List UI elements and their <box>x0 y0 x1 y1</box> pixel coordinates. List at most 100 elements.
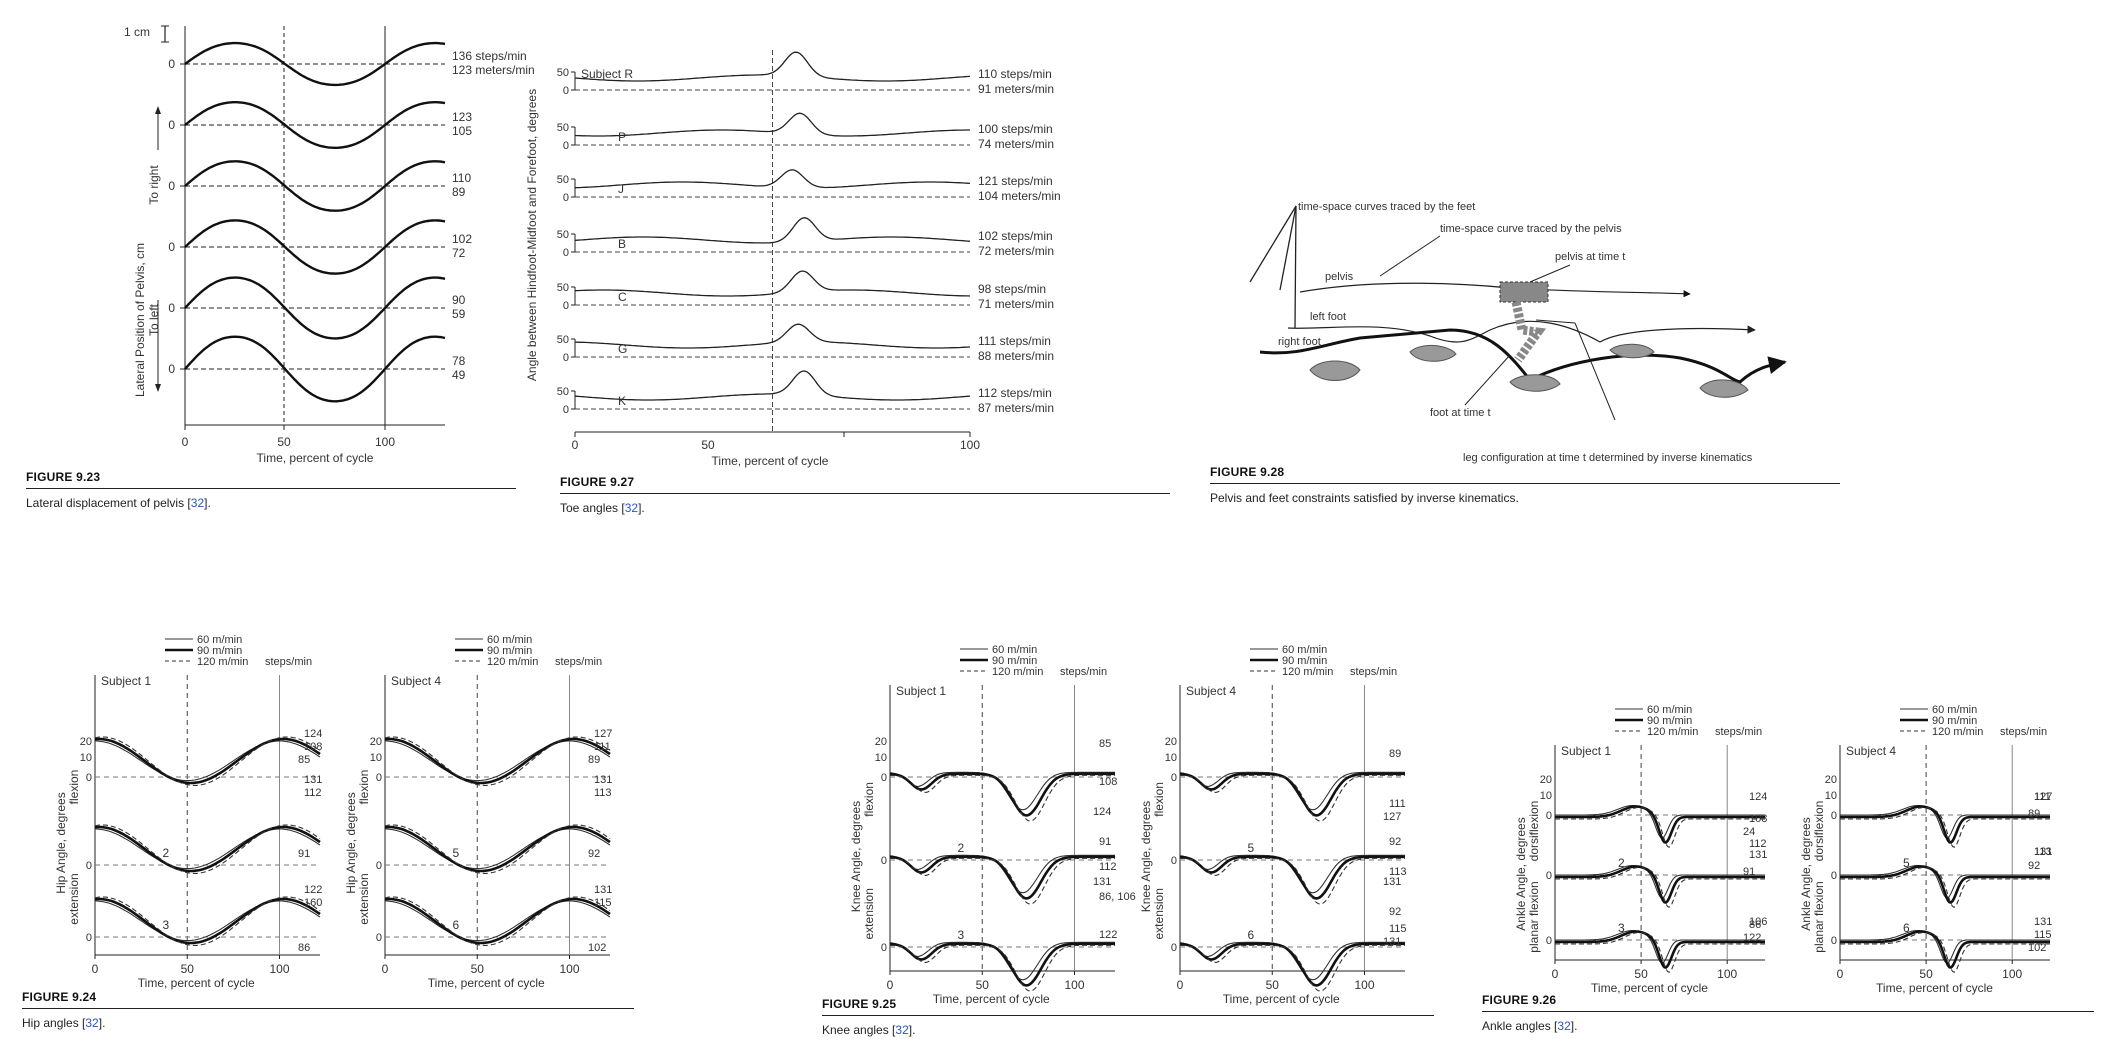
figure-caption: FIGURE 9.26 Ankle angles [32]. <box>1482 993 2094 1033</box>
row-speed-label: 88 meters/min <box>978 349 1054 363</box>
legend-label: 60 m/min <box>197 634 242 646</box>
speed-label: 106 <box>1749 916 1767 928</box>
y-tick-label: 0 <box>1546 935 1552 947</box>
legend-label: 60 m/min <box>1647 704 1692 716</box>
row-steps-label: 102 <box>452 232 472 246</box>
speed-label: 131 <box>1093 876 1111 888</box>
caption-text: Toe angles [32]. <box>560 501 645 515</box>
subject-label: 2 <box>163 846 170 860</box>
angle-curve <box>94 897 321 945</box>
subject-label: 6 <box>1903 921 1910 935</box>
row-speed-label: 71 meters/min <box>978 297 1054 311</box>
speed-label: 102 <box>2028 942 2046 954</box>
y-tick-label: 0 <box>563 85 569 97</box>
y-tick-label: 0 <box>1546 870 1552 882</box>
subject-label: 3 <box>163 918 170 932</box>
row-speed-label: 123 meters/min <box>452 63 535 77</box>
y-tick-label: 0 <box>881 942 887 954</box>
toe-angle-curve <box>574 217 971 244</box>
speed-label: 91 <box>298 848 310 860</box>
subject-label: Subject 4 <box>391 674 441 688</box>
zero-tick-label: 0 <box>168 362 175 376</box>
angle-curve <box>889 854 1115 894</box>
y-tick-label: 20 <box>1165 736 1177 748</box>
legend-label: 120 m/min <box>487 656 538 668</box>
reference-link[interactable]: 32 <box>895 1023 909 1037</box>
label-pelvis-at-time: pelvis at time t <box>1555 251 1625 263</box>
label-foot-at-time: foot at time t <box>1430 407 1491 419</box>
speed-label: 131 <box>1749 849 1767 861</box>
y-axis-label-up: flexion <box>1152 782 1166 817</box>
angle-curve <box>1179 771 1405 811</box>
x-axis-label: Time, percent of cycle <box>138 976 255 990</box>
y-axis-label-down: extension <box>1152 888 1166 939</box>
angle-curve <box>384 824 611 874</box>
y-axis-label-down: planar flexion <box>1527 881 1541 952</box>
y-tick-label: 50 <box>557 174 569 186</box>
zero-tick-label: 0 <box>168 179 175 193</box>
y-axis-label-left: To left <box>147 303 161 336</box>
figure-9-26: 60 m/min 90 m/min 120 m/min steps/min 0 50 100… <box>1460 695 2100 1050</box>
speed-label: 113 <box>594 787 612 799</box>
scale-label: 1 cm <box>124 25 150 39</box>
y-axis-label-up: flexion <box>357 770 371 805</box>
angle-curve <box>1179 772 1405 817</box>
speed-label: 111 <box>1389 798 1406 810</box>
speed-label: 108 <box>304 741 322 753</box>
x-tick: 100 <box>375 435 395 449</box>
x-tick: 0 <box>182 435 189 449</box>
y-tick-label: 50 <box>557 282 569 294</box>
reference-link[interactable]: 32 <box>190 496 205 510</box>
angle-curve <box>1555 865 1765 904</box>
toe-angle-curve <box>574 323 971 349</box>
y-tick-label: 50 <box>557 67 569 79</box>
angle-curve <box>1555 866 1765 908</box>
speed-label: 127 <box>594 728 612 740</box>
speed-label: 124 <box>1093 806 1111 818</box>
y-tick-label: 0 <box>86 932 92 944</box>
x-tick-label: 50 <box>1266 978 1280 992</box>
angle-curve <box>1840 865 2050 904</box>
x-tick-label: 0 <box>1177 978 1184 992</box>
reference-link[interactable]: 32 <box>624 501 639 515</box>
speed-label: 86 <box>298 942 310 954</box>
speed-label: 124 <box>1749 791 1767 803</box>
legend-label: 120 m/min <box>197 656 248 668</box>
y-axis-label-up: dorsiflexion <box>1527 801 1541 862</box>
reference-link[interactable]: 32 <box>1557 1019 1571 1033</box>
zero-tick-label: 0 <box>168 301 175 315</box>
toe-angle-curve <box>574 270 971 297</box>
label-pelvis: pelvis <box>1325 271 1354 283</box>
figure-9-23: 1 cm 0 136 steps/min 123 meters/min 0 123 105… <box>0 0 535 510</box>
speed-label: 122 <box>1099 929 1117 941</box>
toe-angle-curve <box>574 51 971 82</box>
x-tick-label: 100 <box>1064 978 1084 992</box>
x-tick-label: 100 <box>269 962 289 976</box>
x-tick-label: 0 <box>92 962 99 976</box>
angle-curve <box>94 737 321 785</box>
legend-steps-label: steps/min <box>265 656 312 668</box>
figure-caption: FIGURE 9.28 Pelvis and feet constraints … <box>1210 465 1840 505</box>
angle-curve <box>1840 930 2050 969</box>
displacement-curve <box>184 219 446 275</box>
y-tick-label: 0 <box>881 772 887 784</box>
legend-steps-label: steps/min <box>1350 666 1397 678</box>
y-tick-label: 10 <box>370 752 382 764</box>
y-tick-label: 0 <box>563 300 569 312</box>
subject-label: 3 <box>958 928 965 942</box>
figure-label: FIGURE 9.27 <box>560 475 1170 494</box>
angle-curve <box>385 828 611 870</box>
x-tick-label: 100 <box>1354 978 1374 992</box>
x-tick: 50 <box>277 435 291 449</box>
reference-link[interactable]: 32 <box>85 1016 99 1030</box>
row-speed-label: 89 <box>452 185 466 199</box>
speed-label: 131 <box>304 774 322 786</box>
x-tick: 50 <box>701 438 715 452</box>
y-axis-label-right: To right <box>147 165 161 205</box>
